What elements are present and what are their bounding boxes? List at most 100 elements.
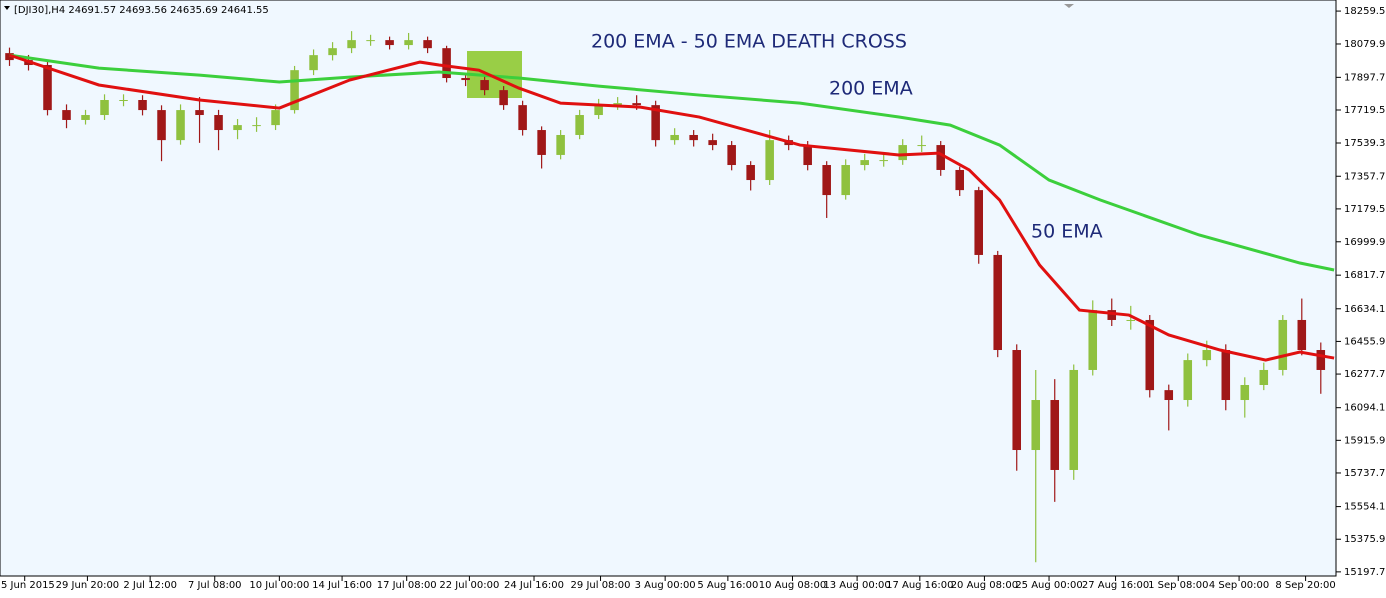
candle-body: [195, 110, 204, 116]
y-tick-label: 16094.10: [1344, 403, 1386, 414]
candle-body: [575, 115, 584, 135]
candle-body: [537, 130, 546, 155]
x-tick-label: 10 Jul 00:00: [249, 580, 309, 591]
x-tick-label: 1 Sep 08:00: [1148, 580, 1208, 591]
x-tick-label: 25 Jun 2015: [0, 580, 55, 591]
y-tick-label: 15197.70: [1344, 567, 1386, 578]
candle-body: [1164, 390, 1174, 401]
candle-body: [290, 70, 299, 111]
y-tick-label: 16277.70: [1344, 369, 1386, 380]
x-tick-label: 7 Jul 08:00: [188, 580, 242, 591]
candle-body: [461, 78, 470, 81]
x-tick-label: 5 Aug 16:00: [697, 580, 758, 591]
candle-body: [176, 110, 185, 141]
candle-body: [385, 40, 394, 46]
y-tick-label: 16455.90: [1344, 336, 1386, 347]
y-tick-label: 18259.50: [1344, 6, 1386, 17]
candle-body: [1012, 350, 1022, 451]
candle-body: [480, 80, 489, 91]
candle-body: [423, 40, 432, 49]
x-tick-label: 17 Jul 08:00: [377, 580, 437, 591]
candle-body: [347, 40, 356, 49]
candle-body: [879, 160, 888, 162]
candle-body: [1050, 400, 1060, 470]
candle-body: [1183, 360, 1193, 401]
candle-body: [1145, 319, 1155, 391]
y-tick-label: 17897.70: [1344, 72, 1386, 83]
candle-body: [1088, 310, 1098, 370]
candle-body: [993, 254, 1002, 351]
annotation: 200 EMA: [829, 78, 913, 100]
candle-body: [1126, 319, 1136, 321]
ema-line: [9, 53, 1335, 362]
candle-body: [1202, 350, 1212, 361]
y-tick-label: 16817.70: [1344, 270, 1386, 281]
y-tick-label: 15915.90: [1344, 435, 1386, 446]
x-tick-label: 10 Aug 08:00: [759, 580, 826, 591]
candle-body: [917, 145, 926, 147]
header: [DJI30],H4 24691.57 24693.56 24635.69 24…: [14, 5, 269, 16]
candle-body: [518, 105, 527, 131]
x-tick-label: 8 Sep 20:00: [1275, 580, 1335, 591]
candle-body: [651, 105, 660, 141]
candle-body: [1107, 310, 1117, 320]
y-tick-label: 17539.30: [1344, 138, 1386, 149]
candle-body: [309, 55, 318, 71]
candle-body: [556, 134, 565, 155]
x-tick-label: 14 Jul 16:00: [312, 580, 372, 591]
x-tick-label: 25 Aug 00:00: [1015, 580, 1082, 591]
y-tick-label: 17719.50: [1344, 105, 1386, 116]
candle-body: [613, 103, 622, 106]
candle-body: [689, 134, 698, 141]
candle-body: [157, 110, 166, 141]
candle-body: [1278, 319, 1288, 370]
candle-body: [404, 40, 413, 46]
candle-body: [1297, 319, 1307, 351]
shift-marker: [1064, 4, 1074, 8]
annotation: 50 EMA: [1031, 221, 1103, 243]
x-tick-label: 13 Aug 00:00: [823, 580, 890, 591]
candle-body: [100, 100, 109, 116]
x-tick-label: 24 Jul 16:00: [504, 580, 564, 591]
y-tick-label: 17179.50: [1344, 204, 1386, 215]
y-tick-label: 17357.70: [1344, 171, 1386, 182]
x-tick-label: 3 Aug 00:00: [635, 580, 696, 591]
candle-body: [119, 100, 128, 102]
x-tick-label: 20 Aug 08:00: [951, 580, 1018, 591]
candle-body: [442, 48, 451, 79]
x-tick-label: 29 Jun 20:00: [56, 580, 120, 591]
candle-body: [1221, 350, 1231, 401]
y-tick-label: 15737.70: [1344, 468, 1386, 479]
candle-body: [328, 48, 337, 56]
candle-body: [233, 125, 242, 131]
candle-body: [860, 160, 869, 166]
y-tick-label: 16634.10: [1344, 304, 1386, 315]
candle-body: [594, 105, 603, 116]
candle-body: [765, 140, 774, 181]
candle-body: [81, 115, 90, 120]
y-tick-label: 18079.90: [1344, 39, 1386, 50]
candle-body: [727, 145, 736, 166]
candle-body: [43, 65, 52, 111]
ema-line: [9, 53, 1335, 272]
candle-body: [1316, 350, 1326, 370]
menu-arrow: [4, 6, 10, 10]
candle-body: [974, 190, 983, 255]
candle-body: [955, 169, 964, 191]
candle-body: [936, 145, 945, 170]
candle-body: [1259, 369, 1269, 385]
candle-body: [499, 90, 508, 106]
candle-body: [746, 165, 755, 181]
candle-body: [708, 140, 717, 146]
x-tick-label: 27 Aug 16:00: [1082, 580, 1149, 591]
candle-body: [1031, 400, 1041, 451]
candle-body: [898, 145, 907, 161]
candle-body: [670, 134, 679, 141]
candle-body: [841, 165, 850, 196]
candle-body: [1069, 369, 1079, 470]
candle-body: [803, 145, 812, 166]
chart-title: 200 EMA - 50 EMA DEATH CROSS: [591, 31, 907, 53]
plot-area: [0, 0, 1337, 577]
x-tick-label: 17 Aug 16:00: [886, 580, 953, 591]
